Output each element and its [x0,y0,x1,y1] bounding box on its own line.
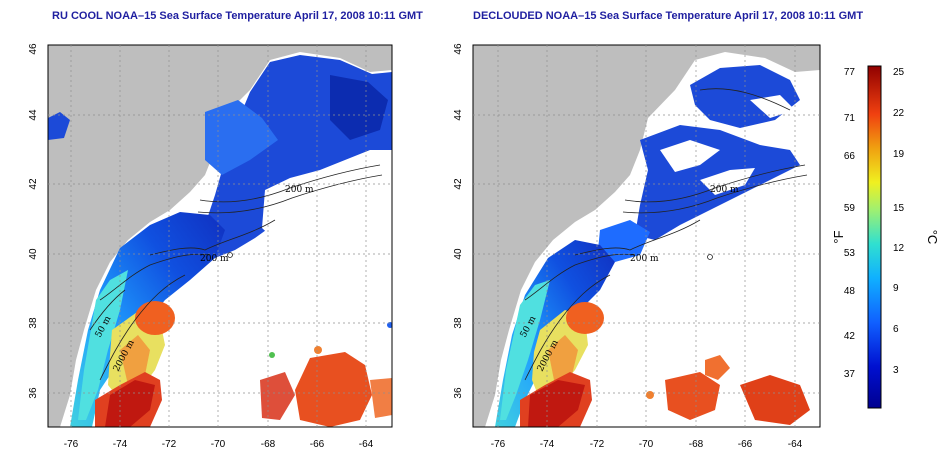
left-lat-tick: 42 [28,178,39,190]
colorbar-celsius-ticks: 25 22 19 15 12 9 6 3 [893,67,905,376]
right-lat-tick: 38 [453,317,464,329]
right-lon-tick: -66 [738,439,753,450]
right-lon-tick: -68 [689,439,704,450]
right-lon-tick: -74 [540,439,555,450]
land-mass [473,45,820,427]
left-lon-tick: -76 [64,439,79,450]
right-lat-tick: 44 [453,109,464,121]
right-map-image [473,45,820,427]
celsius-tick: 19 [893,149,905,160]
left-lat-tick: 36 [28,387,39,399]
fahrenheit-tick: 66 [844,151,856,162]
colorbar-fahrenheit-ticks: 77 71 66 59 53 48 42 37 [844,67,856,380]
fahrenheit-tick: 77 [844,67,856,78]
fahrenheit-tick: 48 [844,286,856,297]
right-contour-label-200b: 200 m [710,185,739,195]
left-map-image [48,45,392,427]
left-lon-tick: -66 [310,439,325,450]
right-lat-tick: 36 [453,387,464,399]
left-lon-tick: -72 [162,439,177,450]
right-lon-tick: -64 [788,439,803,450]
celsius-tick: 12 [893,243,905,254]
celsius-tick: 6 [893,324,899,335]
celsius-tick: 15 [893,203,905,214]
right-contour-label-200: 200 m [630,254,659,264]
left-lat-tick-labels: 36 38 40 42 44 46 [28,43,39,399]
left-map-frame [47,44,393,428]
colorbar-scale [867,65,882,409]
left-lat-tick: 40 [28,248,39,260]
left-lon-tick: -68 [261,439,276,450]
left-contour-label-200: 200 m [200,254,229,264]
left-contour-label-200b: 200 m [285,185,314,195]
fahrenheit-tick: 71 [844,113,856,124]
celsius-unit-label: °C [925,230,940,245]
colorbar: 77 71 66 59 53 48 42 37 25 22 19 15 12 9… [831,65,940,409]
fahrenheit-tick: 53 [844,248,856,259]
left-lat-tick: 44 [28,109,39,121]
left-lon-tick: -74 [113,439,128,450]
right-map-frame [472,44,821,428]
right-lat-tick: 42 [453,178,464,190]
fahrenheit-unit-label: °F [831,230,846,243]
right-lon-tick: -72 [590,439,605,450]
right-lat-tick: 40 [453,248,464,260]
fahrenheit-tick: 42 [844,331,856,342]
left-lat-tick: 38 [28,317,39,329]
fahrenheit-tick: 37 [844,369,856,380]
warm-core-ring [135,301,175,335]
celsius-tick: 9 [893,283,899,294]
left-lon-tick: -64 [359,439,374,450]
right-lat-tick-labels: 36 38 40 42 44 46 [453,43,464,399]
right-lon-tick: -76 [491,439,506,450]
celsius-tick: 22 [893,108,905,119]
land-mass [48,45,392,427]
right-lon-tick: -70 [639,439,654,450]
celsius-tick: 3 [893,365,899,376]
right-lon-tick-labels: -76 -74 -72 -70 -68 -66 -64 [491,439,803,450]
fahrenheit-tick: 59 [844,203,856,214]
right-lat-tick: 46 [453,43,464,55]
left-lat-tick: 46 [28,43,39,55]
warm-core-ring [566,302,604,334]
left-panel-title: RU COOL NOAA–15 Sea Surface Temperature … [52,10,423,22]
left-lon-tick: -70 [211,439,226,450]
left-lon-tick-labels: -76 -74 -72 -70 -68 -66 -64 [64,439,374,450]
right-panel-title: DECLOUDED NOAA–15 Sea Surface Temperatur… [473,10,864,22]
left-gridlines [48,45,392,427]
celsius-tick: 25 [893,67,905,78]
right-gridlines [473,45,820,427]
